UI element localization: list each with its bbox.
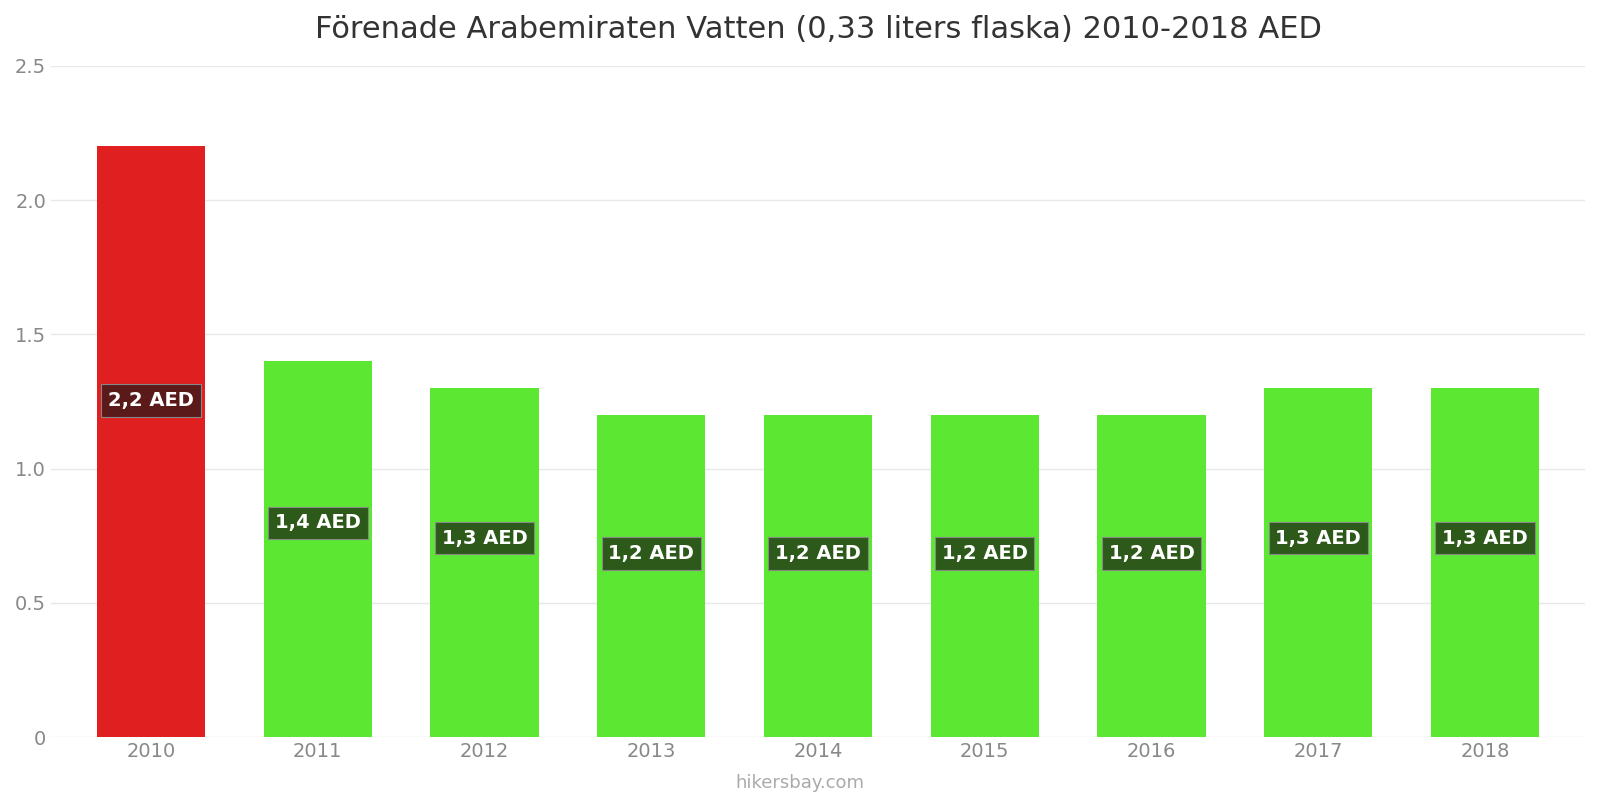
Bar: [98, 146, 205, 737]
Bar: [931, 415, 1038, 737]
Text: 1,3 AED: 1,3 AED: [1442, 529, 1528, 548]
Text: 1,2 AED: 1,2 AED: [774, 544, 861, 563]
Text: 1,2 AED: 1,2 AED: [942, 544, 1027, 563]
Text: 1,2 AED: 1,2 AED: [1109, 544, 1195, 563]
Bar: [1264, 388, 1373, 737]
Text: 1,4 AED: 1,4 AED: [275, 514, 360, 532]
Bar: [763, 415, 872, 737]
Text: 1,2 AED: 1,2 AED: [608, 544, 694, 563]
Text: 1,3 AED: 1,3 AED: [1275, 529, 1362, 548]
Text: 2,2 AED: 2,2 AED: [109, 391, 194, 410]
Bar: [1430, 388, 1539, 737]
Text: 1,3 AED: 1,3 AED: [442, 529, 528, 548]
Text: hikersbay.com: hikersbay.com: [736, 774, 864, 792]
Bar: [1098, 415, 1206, 737]
Bar: [264, 361, 371, 737]
Title: Förenade Arabemiraten Vatten (0,33 liters flaska) 2010-2018 AED: Förenade Arabemiraten Vatten (0,33 liter…: [315, 15, 1322, 44]
Bar: [597, 415, 706, 737]
Bar: [430, 388, 539, 737]
